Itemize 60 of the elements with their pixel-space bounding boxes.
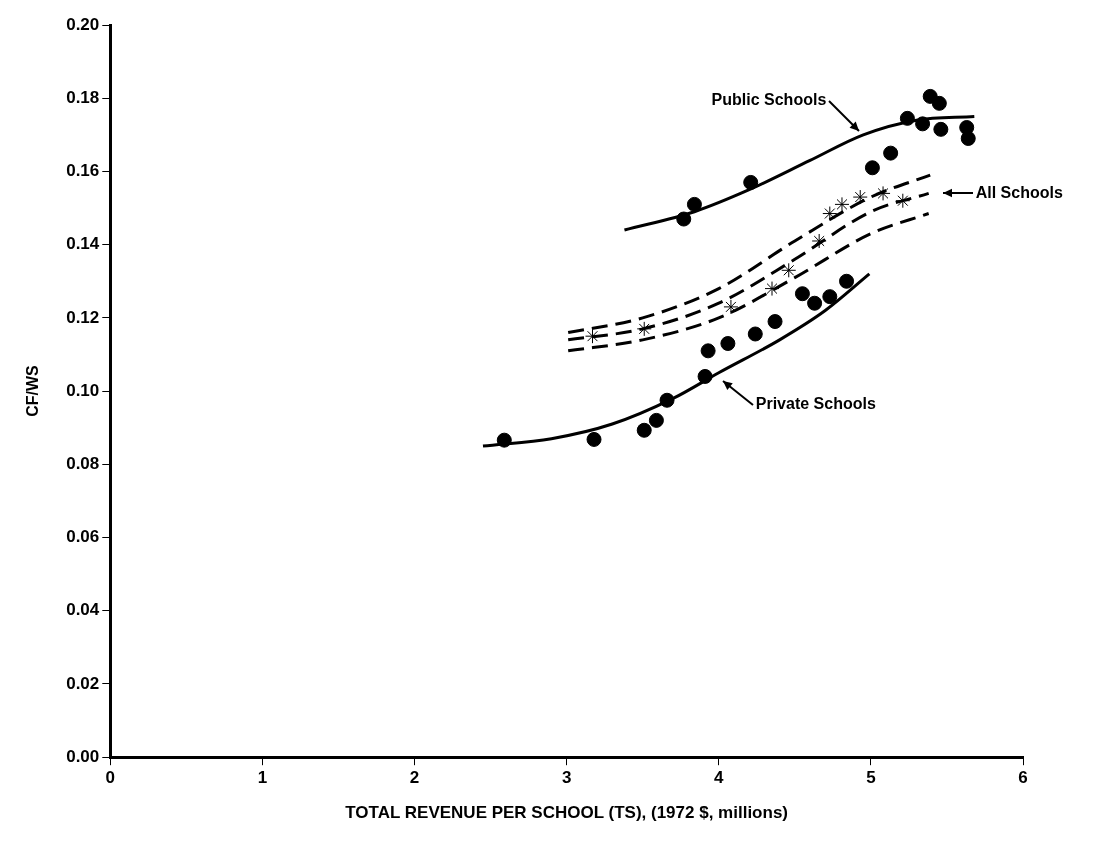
point: [747, 326, 763, 342]
point: [794, 286, 810, 302]
point: [586, 431, 602, 447]
point: [723, 299, 739, 315]
point: [899, 110, 915, 126]
point: [933, 121, 949, 137]
y-tick-label: 0.10: [66, 380, 100, 400]
line-series: [566, 212, 931, 353]
x-tick-label: 1: [257, 768, 268, 788]
y-tick-label: 0.04: [66, 600, 100, 620]
point: [636, 321, 652, 337]
point: [883, 145, 899, 161]
point: [895, 193, 911, 209]
point: [822, 206, 838, 222]
point: [781, 262, 797, 278]
y-tick-label: 0.18: [66, 87, 100, 107]
point: [697, 368, 713, 384]
point: [811, 233, 827, 249]
point: [864, 160, 880, 176]
y-tick-label: 0.12: [66, 307, 100, 327]
y-tick-label: 0.14: [66, 234, 100, 254]
point: [743, 174, 759, 190]
x-tick-label: 4: [714, 768, 725, 788]
point: [686, 196, 702, 212]
annotation: Public Schools: [711, 91, 827, 109]
point: [915, 116, 931, 132]
y-tick-label: 0.16: [66, 161, 100, 181]
point: [960, 130, 976, 146]
point: [931, 95, 947, 111]
line-series: [566, 191, 931, 342]
y-tick-label: 0.06: [66, 527, 100, 547]
point: [822, 289, 838, 305]
point: [807, 295, 823, 311]
x-tick-label: 6: [1018, 768, 1028, 788]
y-tick-label: 0.08: [66, 454, 100, 474]
annotation: All Schools: [975, 183, 1063, 201]
y-tick-label: 0.02: [66, 673, 100, 693]
point: [648, 412, 664, 428]
y-tick-label: 0.20: [66, 14, 100, 34]
x-tick-label: 0: [105, 768, 116, 788]
y-tick-label: 0.00: [66, 746, 100, 766]
point: [585, 328, 600, 344]
x-tick-label: 2: [409, 768, 420, 788]
point: [764, 281, 780, 297]
y-axis-title: CF/WS: [24, 365, 42, 417]
point: [676, 211, 692, 227]
point: [852, 189, 868, 205]
x-axis-title: TOTAL REVENUE PER SCHOOL (TS), (1972 $, millions): [345, 803, 788, 823]
x-tick-label: 3: [561, 768, 572, 788]
point: [720, 336, 736, 352]
point: [659, 392, 675, 408]
x-tick-label: 5: [866, 768, 876, 788]
point: [839, 273, 855, 289]
annotation: Private Schools: [755, 395, 876, 413]
point: [700, 343, 716, 359]
point: [496, 432, 512, 448]
point: [636, 422, 652, 438]
point: [767, 314, 783, 330]
point: [834, 196, 850, 212]
point: [875, 185, 891, 201]
